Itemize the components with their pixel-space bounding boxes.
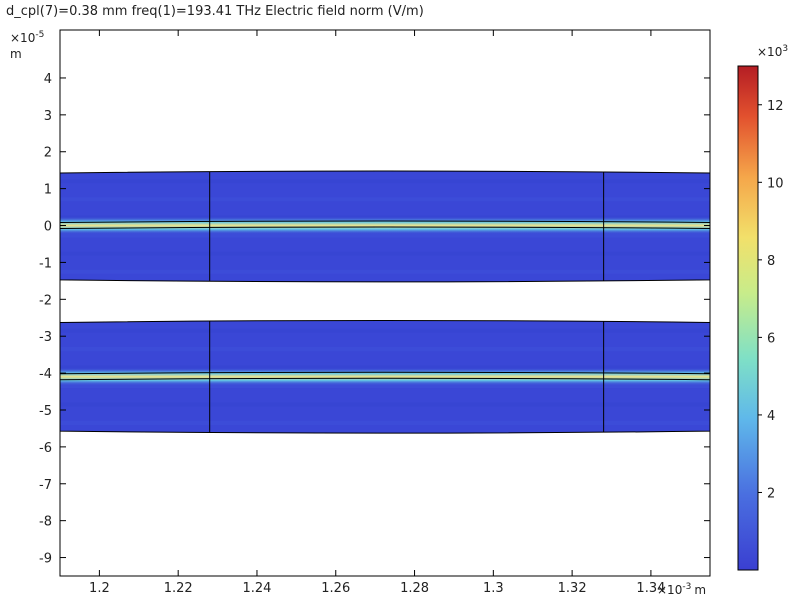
y-tick-label: -7: [39, 478, 52, 493]
x-tick-label: 1.28: [400, 581, 429, 596]
y-tick-label: -6: [39, 441, 52, 456]
y-tick-label: 3: [44, 109, 52, 124]
y-tick-label: -9: [39, 552, 52, 567]
field-ripple: [60, 365, 710, 370]
core-boundary-top: [59, 371, 711, 375]
plot-frame: [59, 29, 711, 577]
colorbar-ticks: 2 4 6 8 10 12: [758, 99, 784, 501]
colorbar-tick-label: 4: [767, 409, 775, 424]
colorbar-gradient: [737, 65, 759, 571]
field-ripple: [60, 233, 710, 238]
x-tick-label: 1.2: [89, 581, 110, 596]
lower-waveguide: [59, 319, 711, 434]
y-tick-label: -4: [39, 367, 52, 382]
field-ripple: [60, 328, 710, 333]
field-ripple: [60, 347, 710, 352]
colorbar: ×103 2 4 6 8 10 12: [737, 44, 788, 571]
field-ripple: [60, 420, 710, 425]
y-tick-label: 2: [44, 146, 52, 161]
core-field-glow: [60, 216, 710, 235]
field-ripple: [60, 384, 710, 389]
colorbar-tick-label: 2: [767, 486, 775, 501]
colorbar-tick-label: 12: [767, 99, 784, 114]
core-boundary-bottom: [59, 226, 711, 230]
y-tick-label: 1: [44, 183, 52, 198]
field-ripple: [60, 179, 710, 184]
y-tick-label: 0: [44, 220, 52, 235]
y-axis-multiplier: ×10-5: [10, 30, 44, 45]
field-ripple: [60, 269, 710, 274]
colorbar-multiplier: ×103: [757, 44, 788, 59]
y-tick-label: -5: [39, 404, 52, 419]
x-tick-label: 1.24: [242, 581, 271, 596]
x-tick-label: 1.3: [483, 581, 504, 596]
y-tick-label: -8: [39, 515, 52, 530]
upper-waveguide: [59, 170, 711, 283]
y-axis-unit: m: [10, 47, 22, 61]
x-tick-label: 1.26: [321, 581, 350, 596]
core-field-glow: [60, 367, 710, 386]
y-axis: 4 3 2 1 0 -1 -2 -3 -4 -5 -6 -7 -8 -9: [39, 72, 710, 567]
field-ripple: [60, 197, 710, 202]
plot-area: [59, 170, 711, 434]
core-boundary-bottom: [59, 377, 711, 381]
x-axis-multiplier: ×10-3 m: [657, 582, 706, 597]
colorbar-tick-label: 6: [767, 331, 775, 346]
core-boundary-top: [59, 220, 711, 224]
y-tick-label: 4: [44, 72, 52, 87]
x-tick-label: 1.34: [636, 581, 665, 596]
x-tick-label: 1.32: [558, 581, 587, 596]
axis-units: ×10-5 m ×10-3 m: [10, 30, 706, 597]
x-axis: 1.2 1.22 1.24 1.26 1.28 1.3 1.32 1.34: [89, 30, 665, 596]
field-ripple: [60, 251, 710, 256]
y-tick-label: -2: [39, 293, 52, 308]
colorbar-tick-label: 10: [767, 176, 784, 191]
plot-title: d_cpl(7)=0.38 mm freq(1)=193.41 THz Elec…: [6, 4, 424, 19]
field-ripple: [60, 402, 710, 407]
y-tick-label: -1: [39, 256, 52, 271]
x-tick-label: 1.22: [164, 581, 193, 596]
y-tick-label: -3: [39, 330, 52, 345]
colorbar-tick-label: 8: [767, 254, 775, 269]
